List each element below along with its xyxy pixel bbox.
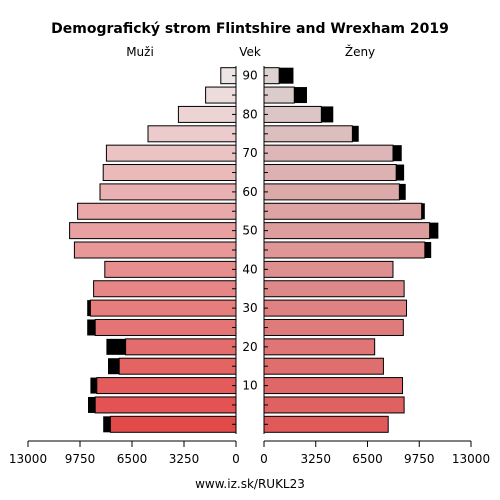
chart-title: Demografický strom Flintshire and Wrexha… <box>51 21 449 37</box>
female-bar-45-49 <box>263 241 426 259</box>
right-x-tick-label: 3250 <box>300 452 331 466</box>
male-excess-5-9 <box>88 396 96 413</box>
left-x-tick-label: 9750 <box>65 452 96 466</box>
right-x-tick-label: 6500 <box>352 452 383 466</box>
male-excess-20-24 <box>106 338 126 355</box>
age-tick-label: 70 <box>242 146 257 160</box>
male-bar-30-34 <box>89 299 237 317</box>
female-bar-75-79 <box>263 125 353 143</box>
footer-source: www.iz.sk/RUKL23 <box>195 477 305 491</box>
right-x-tick-label: 9750 <box>404 452 435 466</box>
male-bar-35-39 <box>93 280 237 298</box>
female-bar-55-59 <box>263 202 423 220</box>
age-tick-label: 10 <box>242 379 257 393</box>
female-excess-75-79 <box>352 125 359 142</box>
female-excess-80-84 <box>321 106 334 123</box>
male-bar-45-49 <box>73 241 237 259</box>
female-excess-60-64 <box>399 183 406 200</box>
female-excess-90+ <box>279 67 294 84</box>
female-bar-30-34 <box>263 299 408 317</box>
male-bar-40-44 <box>104 260 237 278</box>
male-bar-10-14 <box>96 377 237 395</box>
male-bar-5-9 <box>94 396 237 414</box>
male-bar-0-4 <box>109 415 237 433</box>
male-excess-30-34 <box>87 300 91 317</box>
female-excess-45-49 <box>424 242 432 258</box>
male-bar-50-54 <box>69 222 237 240</box>
female-excess-65-69 <box>396 164 405 181</box>
female-bar-70-74 <box>263 144 394 162</box>
female-bar-40-44 <box>263 260 394 278</box>
male-bar-80-84 <box>177 105 237 123</box>
female-bar-60-64 <box>263 183 400 201</box>
male-excess-0-4 <box>103 416 111 433</box>
left-x-tick-label: 6500 <box>117 452 148 466</box>
female-bar-35-39 <box>263 280 405 298</box>
female-excess-50-54 <box>429 222 439 239</box>
male-bar-75-79 <box>147 125 237 143</box>
female-bar-65-69 <box>263 164 397 182</box>
male-bar-85-89 <box>205 86 237 104</box>
female-bar-20-24 <box>263 338 376 356</box>
bars-group <box>69 67 439 433</box>
female-excess-55-59 <box>421 203 425 220</box>
female-bar-15-19 <box>263 357 384 375</box>
male-label: Muži <box>126 45 154 59</box>
male-excess-15-19 <box>108 358 120 375</box>
female-excess-85-89 <box>294 87 307 104</box>
age-tick-label: 90 <box>242 69 257 83</box>
male-bar-25-29 <box>94 318 237 336</box>
female-bar-85-89 <box>263 86 295 104</box>
female-excess-70-74 <box>392 145 402 162</box>
right-x-tick-label: 0 <box>260 452 268 466</box>
male-bar-55-59 <box>77 202 237 220</box>
female-bar-25-29 <box>263 318 404 336</box>
left-x-tick-label: 3250 <box>169 452 200 466</box>
male-bar-65-69 <box>102 164 237 182</box>
left-x-tick-label: 0 <box>232 452 240 466</box>
female-bar-10-14 <box>263 377 404 395</box>
male-bar-60-64 <box>99 183 237 201</box>
female-bar-5-9 <box>263 396 405 414</box>
age-tick-label: 80 <box>242 107 257 121</box>
male-bar-70-74 <box>105 144 237 162</box>
right-x-tick-label: 13000 <box>452 452 490 466</box>
female-bar-0-4 <box>263 415 389 433</box>
age-tick-label: 60 <box>242 185 257 199</box>
female-bar-50-54 <box>263 222 431 240</box>
age-tick-label: 40 <box>242 262 257 276</box>
age-tick-label: 30 <box>242 301 257 315</box>
age-tick-label: 20 <box>242 340 257 354</box>
left-x-tick-label: 13000 <box>9 452 47 466</box>
age-label: Vek <box>239 45 261 59</box>
age-tick-label: 50 <box>242 224 257 238</box>
male-excess-25-29 <box>87 319 96 336</box>
male-excess-10-14 <box>90 377 97 394</box>
female-label: Ženy <box>345 44 375 59</box>
male-bar-20-24 <box>125 338 237 356</box>
male-bar-15-19 <box>118 357 237 375</box>
female-bar-80-84 <box>263 105 322 123</box>
axes-group: 10 20 30 40 50 60 70 80 90 13000 9750 6500 3250 0 0 325… <box>9 66 490 466</box>
